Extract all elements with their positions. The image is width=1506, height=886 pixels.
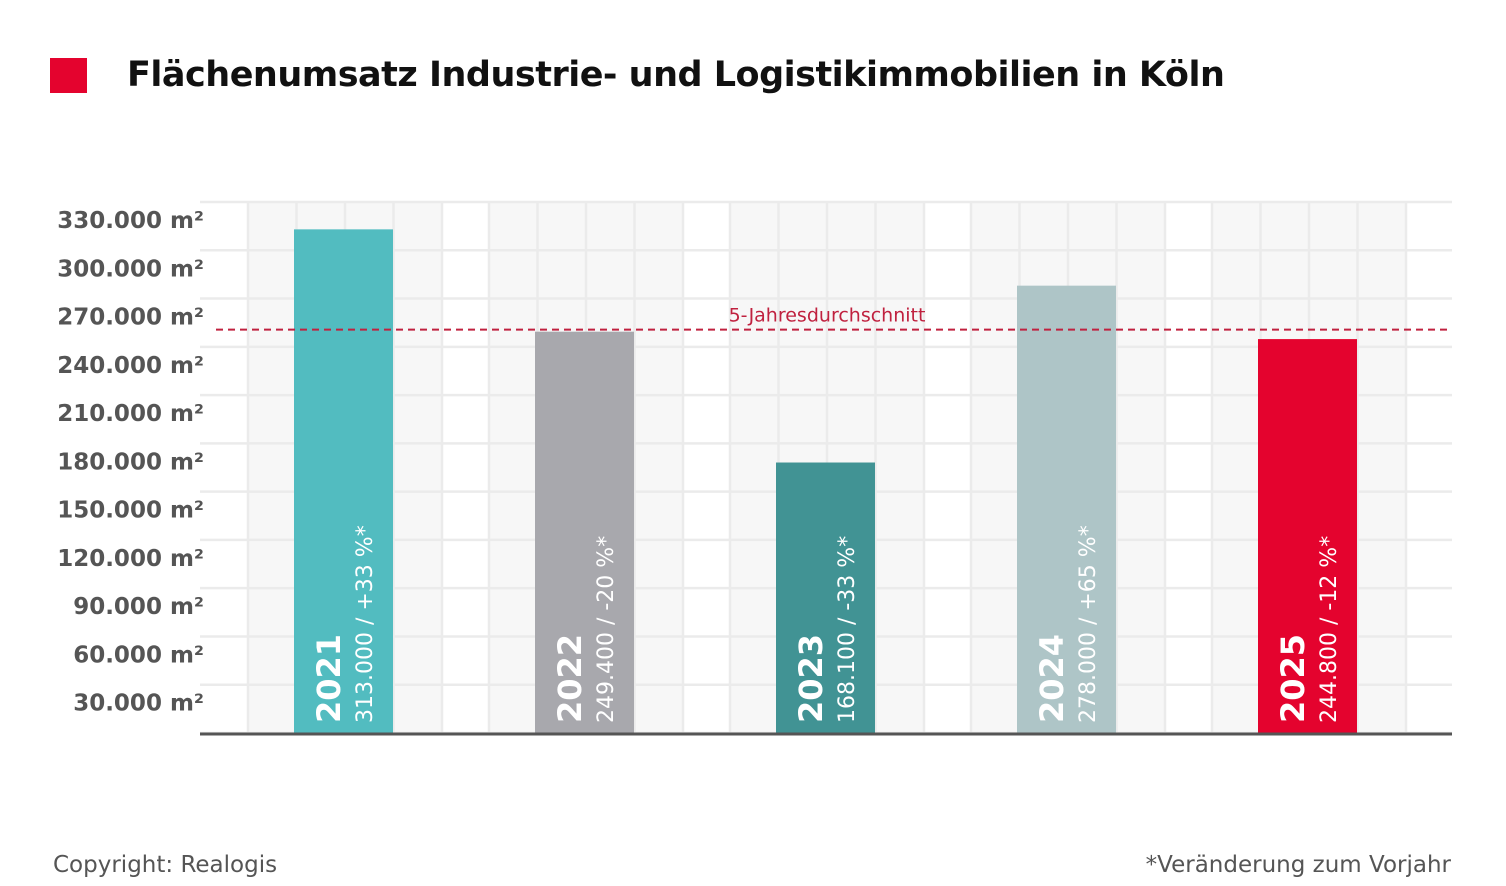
y-tick-label: 120.000 m² (57, 546, 204, 572)
y-tick-label: 60.000 m² (73, 642, 204, 668)
bar-label-group: 2021 313.000 / +33 %* (310, 525, 378, 723)
y-tick-label: 300.000 m² (57, 256, 204, 282)
chart-title: Flächenumsatz Industrie- und Logistikimm… (127, 55, 1225, 95)
bar-year-label: 2022 (551, 634, 589, 723)
bar-value-label: 313.000 / +33 %* (353, 525, 378, 723)
copyright-text: Copyright: Realogis (53, 852, 278, 878)
bar-2021 (294, 229, 393, 733)
y-tick-label: 270.000 m² (57, 305, 204, 331)
bar-2023 (776, 462, 875, 733)
y-tick-label: 90.000 m² (73, 594, 204, 620)
bar-value-label: 249.400 / -20 %* (594, 536, 619, 723)
title-marker (50, 58, 87, 93)
bar-label-group: 2022 249.400 / -20 %* (551, 536, 619, 723)
y-tick-label: 150.000 m² (57, 498, 204, 524)
bar-year-label: 2021 (310, 634, 348, 723)
y-tick-label: 330.000 m² (57, 208, 204, 234)
y-tick-label: 30.000 m² (73, 691, 204, 717)
bar-value-label: 244.800 / -12 %* (1317, 536, 1342, 723)
bar-2022 (535, 331, 634, 733)
bar-label-group: 2023 168.100 / -33 %* (792, 536, 860, 723)
bar-value-label: 168.100 / -33 %* (835, 536, 860, 723)
bar-value-label: 278.000 / +65 %* (1076, 525, 1101, 723)
average-line-label: 5-Jahresdurchschnitt (729, 305, 926, 327)
bar-2025 (1258, 339, 1357, 733)
footnote: *Veränderung zum Vorjahr (1145, 852, 1451, 878)
y-tick-label: 180.000 m² (57, 449, 204, 475)
bar-label-group: 2025 244.800 / -12 %* (1274, 536, 1342, 723)
bar-year-label: 2025 (1274, 634, 1312, 723)
bar-year-label: 2023 (792, 634, 830, 723)
bar-label-group: 2024 278.000 / +65 %* (1033, 525, 1101, 723)
bar-2024 (1017, 285, 1116, 733)
y-tick-label: 210.000 m² (57, 401, 204, 427)
y-tick-label: 240.000 m² (57, 353, 204, 379)
bar-year-label: 2024 (1033, 634, 1071, 723)
